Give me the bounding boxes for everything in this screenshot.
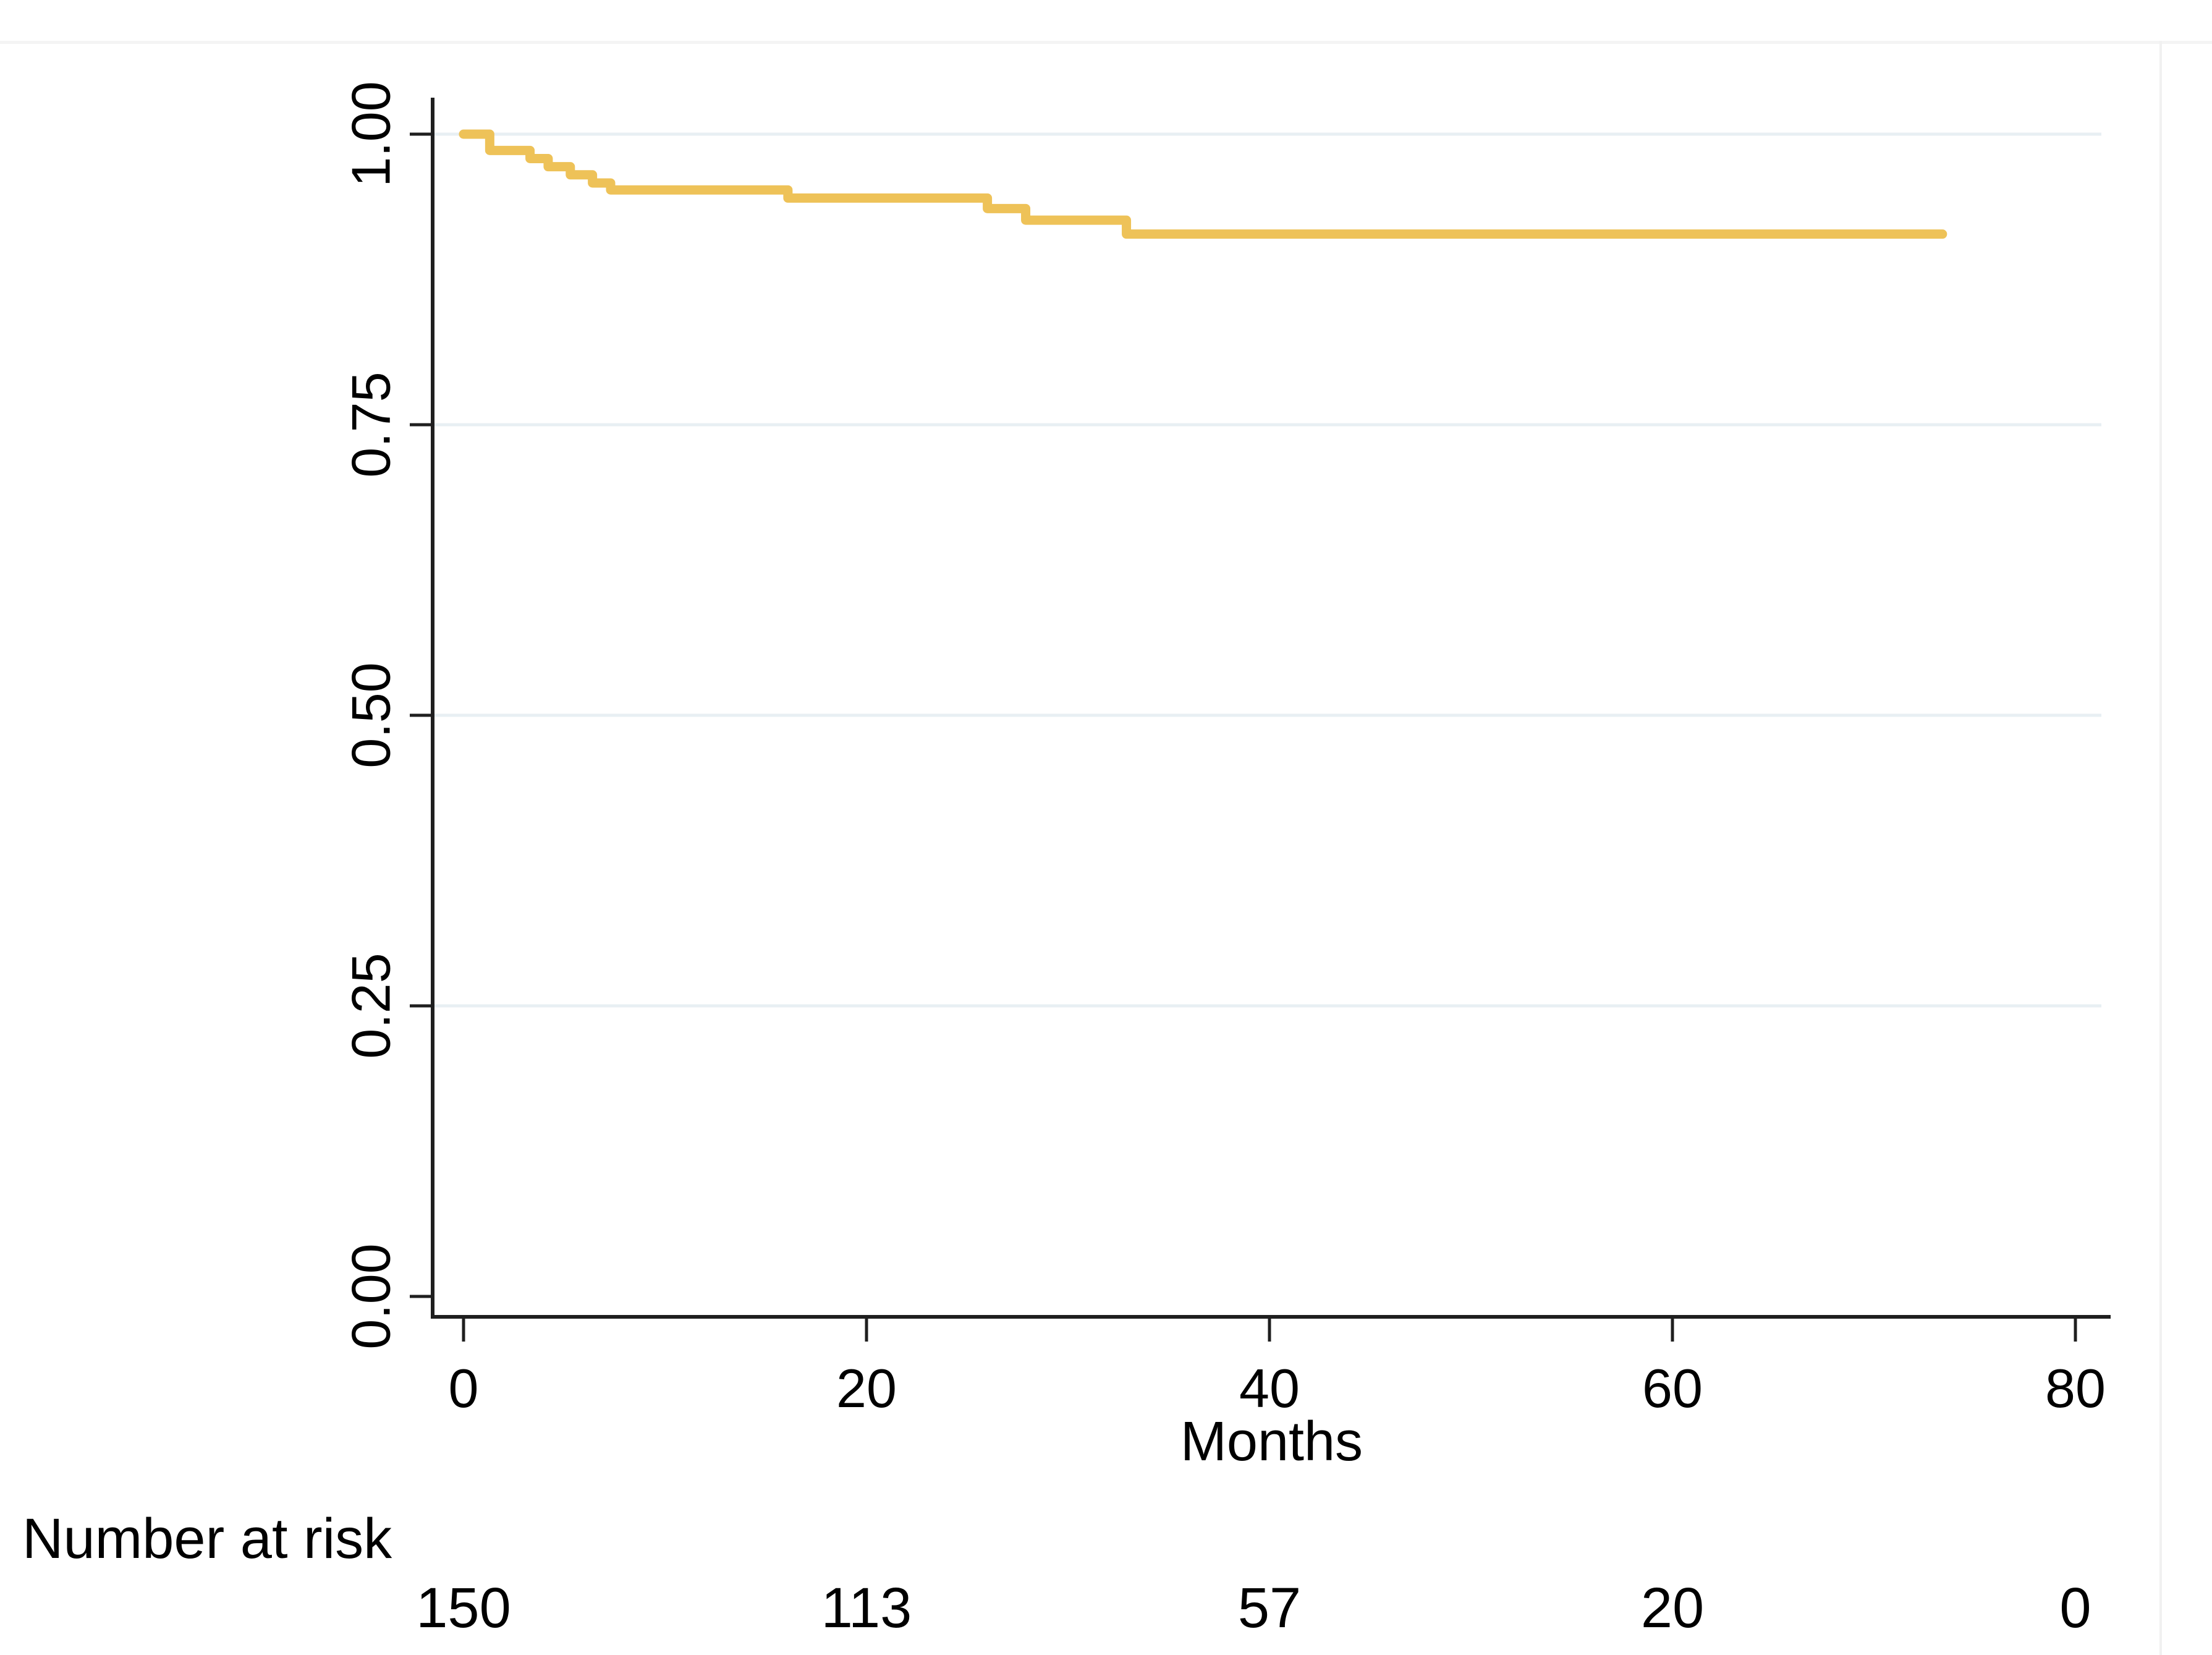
- x-tick-label: 0: [449, 1358, 479, 1419]
- window-edge-right: [2159, 41, 2162, 1655]
- y-tick-label: 1.00: [341, 81, 402, 187]
- risk-count: 57: [1238, 1576, 1301, 1640]
- survival-curve: [459, 129, 1947, 239]
- x-tick-label: 40: [1239, 1358, 1300, 1419]
- risk-count: 0: [2059, 1576, 2091, 1640]
- risk-count: 113: [821, 1576, 912, 1640]
- y-tick-label: 0.75: [341, 372, 402, 477]
- window-edge-top: [0, 41, 2212, 44]
- risk-table-label: Number at risk: [22, 1507, 392, 1570]
- y-tick-label: 0.50: [341, 662, 402, 768]
- x-tick-label: 60: [1642, 1358, 1703, 1419]
- x-axis-title: Months: [1180, 1411, 1363, 1473]
- x-tick-label: 80: [2045, 1358, 2106, 1419]
- y-tick-label: 0.25: [341, 953, 402, 1058]
- y-tick-label: 0.00: [341, 1243, 402, 1349]
- x-tick-label: 20: [836, 1358, 897, 1419]
- risk-count: 20: [1641, 1576, 1704, 1640]
- risk-count: 150: [416, 1576, 511, 1640]
